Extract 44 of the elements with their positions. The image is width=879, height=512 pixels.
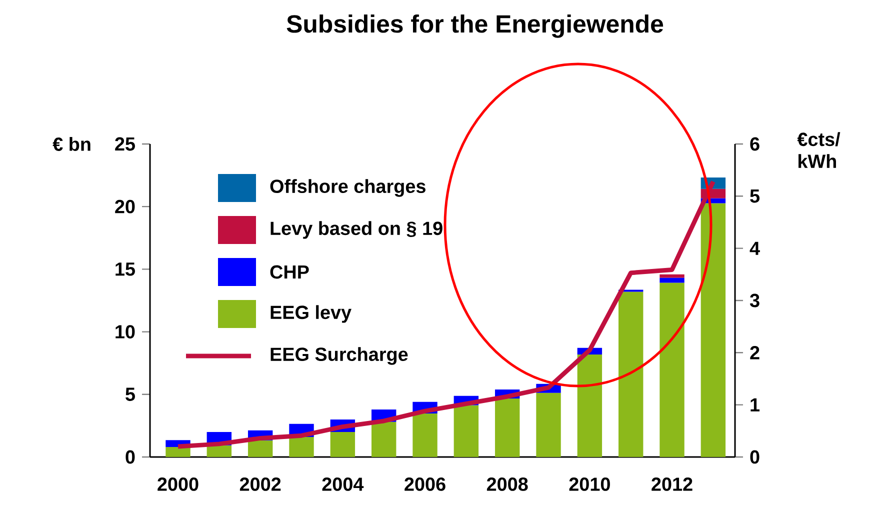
legend-label: CHP bbox=[270, 265, 309, 279]
bar bbox=[166, 446, 190, 457]
bar bbox=[454, 405, 479, 457]
y2-tick-label: 3 bbox=[750, 294, 760, 308]
x-tick-label: 2012 bbox=[652, 477, 692, 491]
x-tick-label: 2000 bbox=[158, 477, 198, 491]
bar bbox=[412, 414, 438, 457]
bar bbox=[289, 436, 314, 457]
chart-title: Subsidies for the Energiewende bbox=[286, 14, 664, 38]
y2-axis-title: €cts/ kWh bbox=[797, 132, 840, 168]
bar bbox=[330, 432, 356, 457]
bar bbox=[206, 445, 232, 457]
y2-tick-label: 2 bbox=[750, 346, 760, 360]
x-tick-label: 2008 bbox=[486, 477, 528, 491]
y2-tick-label: 6 bbox=[750, 137, 760, 151]
bar bbox=[371, 422, 396, 457]
y-tick-label: 20 bbox=[115, 200, 135, 214]
y-tick-label: 25 bbox=[115, 137, 135, 151]
legend-label: EEG levy bbox=[270, 305, 352, 323]
legend-label: EEG Surcharge bbox=[270, 347, 408, 365]
legend-label: Levy based on § 19 bbox=[270, 221, 442, 239]
y2-tick-label: 4 bbox=[750, 242, 760, 255]
bar bbox=[536, 392, 561, 457]
bar bbox=[618, 292, 644, 457]
bar bbox=[494, 398, 520, 457]
bar bbox=[248, 440, 273, 457]
legend-label: Offshore charges bbox=[270, 179, 426, 197]
y-tick-label: 15 bbox=[116, 262, 135, 276]
y2-tick-label: 5 bbox=[750, 190, 760, 203]
bar bbox=[660, 282, 684, 457]
bar bbox=[577, 354, 602, 457]
y-tick-label: 5 bbox=[126, 388, 135, 401]
y-axis-title: € bn bbox=[52, 137, 90, 151]
x-tick-label: 2010 bbox=[569, 477, 610, 491]
bar bbox=[660, 274, 684, 278]
y2-tick-label: 1 bbox=[750, 398, 760, 412]
x-tick-label: 2006 bbox=[404, 477, 446, 491]
bar bbox=[660, 278, 684, 283]
y-tick-label: 10 bbox=[116, 325, 135, 338]
y2-tick-label: 0 bbox=[750, 450, 760, 464]
bar bbox=[700, 203, 726, 457]
x-tick-label: 2004 bbox=[322, 477, 364, 491]
y-tick-label: 0 bbox=[126, 450, 135, 464]
x-tick-label: 2002 bbox=[240, 477, 281, 491]
